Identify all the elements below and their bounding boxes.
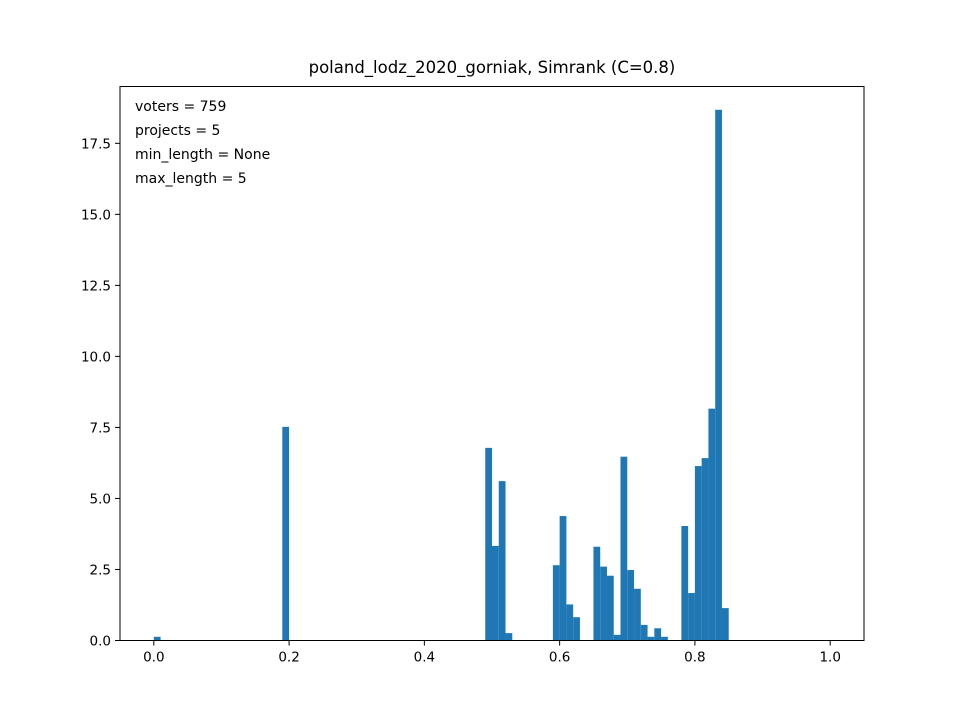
histogram-bar-21 [681,526,689,641]
histogram-bar-23 [694,466,702,641]
y-axis: 0.0 2.5 5.0 7.5 10.0 12.5 15.0 17.5 [81,136,120,650]
y-tick-label: 5.0 [90,491,111,507]
annotation-line-0: voters = 759 [135,99,226,115]
histogram-bar-14 [620,456,628,641]
histogram-bar-11 [600,566,607,641]
bars-group [153,109,729,641]
x-axis: 0.0 0.2 0.4 0.6 0.8 1.0 [143,640,841,666]
histogram-bar-1 [282,426,290,641]
histogram-bar-3 [492,545,499,641]
y-tick-label: 2.5 [90,562,111,578]
histogram-bar-10 [593,546,601,641]
histogram-bar-17 [640,624,648,641]
y-tick-label: 17.5 [81,136,111,152]
y-tick-label: 12.5 [81,278,111,294]
histogram-bar-15 [627,570,635,641]
x-tick-label: 0.0 [143,650,164,666]
histogram-bar-18 [647,636,655,641]
histogram-bar-20 [661,636,668,641]
chart-title: poland_lodz_2020_gorniak, Simrank (C=0.8… [309,58,676,78]
histogram-bar-22 [688,593,695,641]
annotation-line-2: min_length = None [135,147,270,163]
histogram-bar-7 [559,516,567,641]
x-tick-label: 0.8 [684,650,705,666]
histogram-bar-25 [708,408,716,641]
histogram-bar-9 [573,617,580,641]
x-tick-label: 0.4 [414,650,435,666]
histogram-bar-12 [606,575,614,641]
histogram-bar-19 [654,628,662,641]
annotation-block: voters = 759 projects = 5 min_length = Non… [135,99,270,187]
histogram-bar-24 [701,458,709,641]
y-tick-label: 15.0 [81,207,111,223]
histogram-bar-2 [485,447,492,641]
plot-frame [119,86,865,641]
annotation-line-3: max_length = 5 [135,171,247,187]
x-tick-label: 1.0 [819,650,840,666]
histogram-bar-0 [153,636,161,641]
histogram-bar-4 [498,481,506,641]
histogram-bar-27 [721,608,729,641]
x-tick-label: 0.6 [549,650,570,666]
y-tick-label: 7.5 [90,420,111,436]
histogram-bar-16 [634,588,641,641]
annotation-line-1: projects = 5 [135,123,220,139]
histogram-bar-5 [505,633,513,641]
histogram-bar-6 [552,565,560,641]
histogram-bar-8 [566,604,574,641]
histogram-bar-13 [613,634,621,641]
x-tick-label: 0.2 [278,650,299,666]
y-tick-label: 10.0 [81,349,111,365]
histogram-bar-26 [715,109,722,641]
y-tick-label: 0.0 [90,634,111,650]
